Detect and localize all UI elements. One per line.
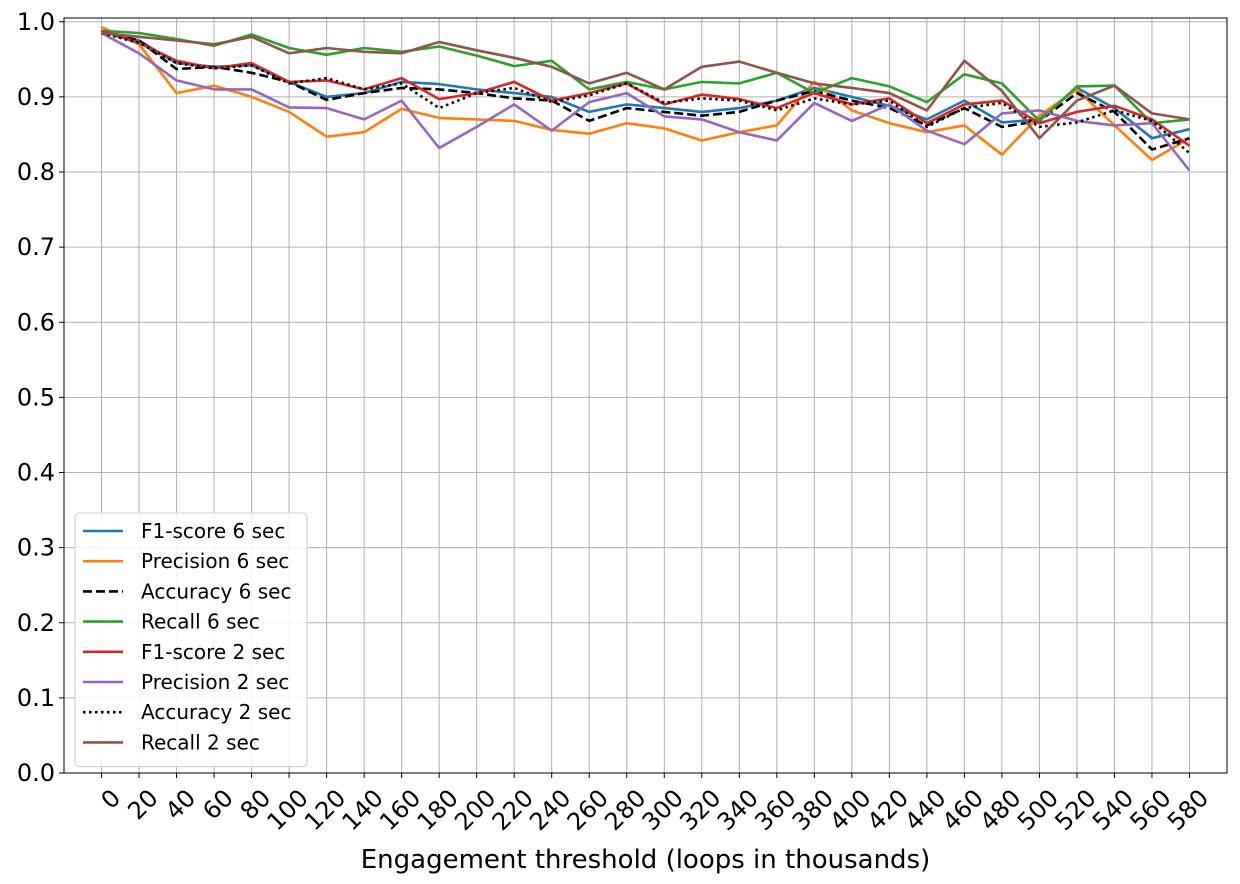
legend-entry: Accuracy 6 sec [141,579,291,603]
series-line-3 [101,31,1190,151]
legend-entry: Precision 6 sec [141,549,289,573]
x-axis-label: Engagement threshold (loops in thousands… [361,845,931,875]
y-tick-label: 0.9 [17,83,55,111]
x-tick-label: 40 [160,784,201,825]
legend-entry: F1-score 2 sec [141,640,285,664]
y-tick-label: 0.5 [17,383,55,411]
series-line-8 [101,31,1190,140]
x-tick-label: 20 [122,784,163,825]
y-tick-label: 1.0 [17,8,55,36]
legend-entry: F1-score 6 sec [141,519,285,543]
x-axis: 0204060801001201401601802002202402602803… [96,773,1214,836]
series-line-4 [101,29,1190,125]
series-line-6 [100,31,1191,172]
legend: F1-score 6 sec Precision 6 sec Accuracy 6 … [74,512,308,768]
legend-entry: Accuracy 2 sec [141,700,291,724]
legend-frame [74,512,308,768]
y-axis: 0.0 0.1 0.2 0.3 0.4 0.5 0.6 0.7 0.8 0.9 1.0 [17,8,64,787]
x-tick-label: 60 [197,784,238,825]
y-tick-label: 0.7 [17,233,55,261]
y-tick-label: 0.3 [17,534,55,562]
y-tick-label: 0.6 [17,308,55,336]
y-tick-label: 0.2 [17,609,55,637]
legend-entry: Precision 2 sec [141,670,289,694]
y-tick-label: 0.1 [17,684,55,712]
legend-entry: Recall 6 sec [141,610,260,634]
series-line-2 [100,25,1191,162]
series-line-5 [101,29,1191,147]
y-tick-label: 0.4 [17,459,55,487]
y-tick-label: 0.0 [17,759,55,787]
plot-area-frame [63,17,1228,774]
x-tick-label: 0 [96,784,127,815]
legend-entry: Recall 2 sec [141,730,260,754]
y-tick-label: 0.8 [17,158,55,186]
x-tick-label: 580 [1162,784,1214,836]
series-lines [100,25,1191,172]
